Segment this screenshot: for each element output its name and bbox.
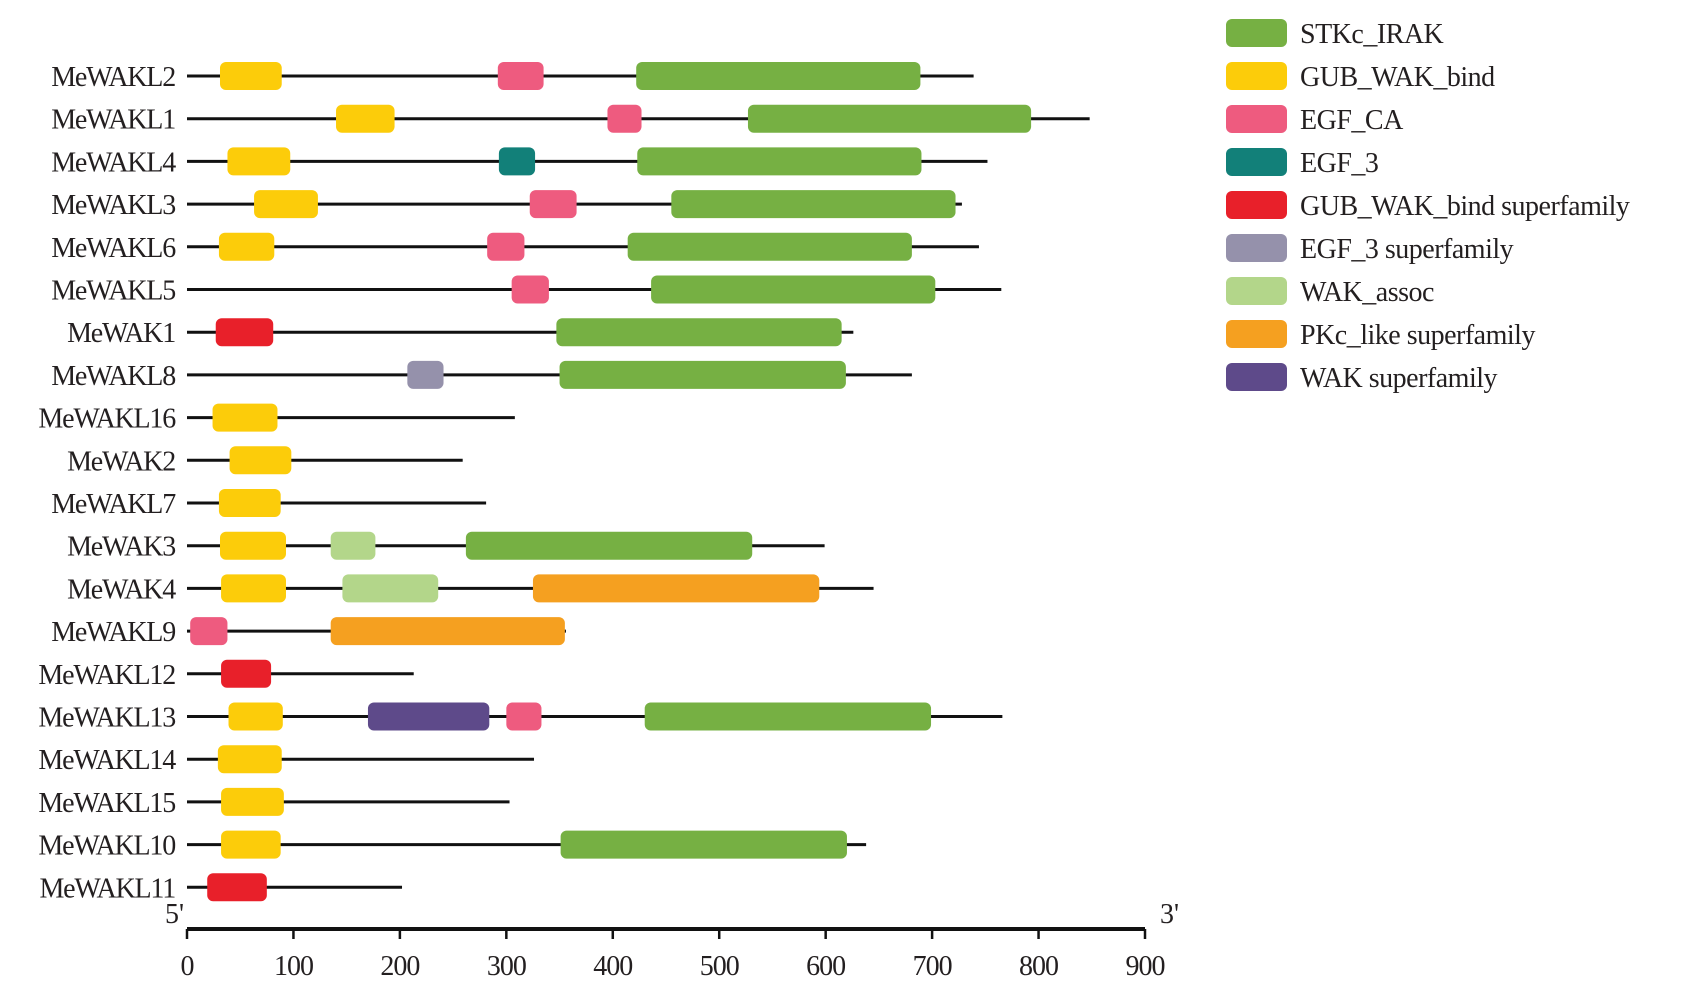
protein-label: MeWAK2	[67, 446, 175, 477]
domain-box-gub-wak-bind	[221, 830, 281, 859]
protein-label: MeWAKL16	[38, 404, 176, 435]
domain-box-stkc-irak	[556, 318, 842, 347]
domain-box-stkc-irak	[747, 104, 1032, 133]
domain-box-stkc-irak	[651, 275, 936, 304]
protein-label: MeWAKL6	[51, 233, 176, 264]
legend-swatch	[1226, 19, 1287, 47]
legend-label: WAK_assoc	[1300, 277, 1434, 308]
x-tick-label: 0	[181, 951, 194, 982]
domain-box-stkc-irak	[636, 62, 921, 90]
protein-label: MeWAKL11	[39, 873, 175, 904]
domain-box-gub-sf	[215, 318, 274, 347]
protein-label: MeWAKL2	[51, 62, 175, 93]
domain-box-egf-ca	[511, 275, 549, 304]
protein-label: MeWAKL3	[51, 190, 175, 221]
protein-label: MeWAKL14	[38, 745, 176, 776]
protein-label: MeWAKL8	[51, 361, 175, 392]
domain-box-gub-wak-bind	[212, 403, 278, 432]
domain-box-gub-wak-bind	[217, 745, 282, 774]
domain-box-gub-wak-bind	[336, 104, 395, 133]
protein-label: MeWAKL15	[38, 788, 175, 819]
domain-box-gub-wak-bind	[218, 232, 275, 261]
domain-box-gub-wak-bind	[227, 147, 291, 176]
protein-label: MeWAK4	[67, 574, 176, 605]
three-prime-label: 3'	[1160, 899, 1179, 930]
domain-box-stkc-irak	[671, 190, 956, 219]
protein-label: MeWAKL7	[51, 489, 176, 520]
protein-label: MeWAKL5	[51, 276, 175, 307]
protein-label: MeWAKL10	[38, 831, 175, 862]
domain-box-gub-wak-bind	[229, 446, 292, 475]
legend-label: PKc_like superfamily	[1300, 320, 1535, 351]
legend-swatch	[1226, 148, 1287, 176]
domain-box-stkc-irak	[560, 830, 847, 859]
domain-box-egf-ca	[497, 62, 544, 90]
domain-box-wak-assoc	[330, 531, 376, 560]
legend-swatch	[1226, 320, 1287, 348]
protein-label: MeWAKL9	[51, 617, 175, 648]
x-tick-label: 700	[913, 951, 952, 982]
legend-swatch	[1226, 234, 1287, 262]
legend-label: EGF_3 superfamily	[1300, 234, 1514, 265]
protein-label: MeWAKL13	[38, 703, 175, 734]
domain-box-wak-sf	[367, 702, 490, 731]
domain-box-stkc-irak	[637, 147, 922, 176]
legend-label: WAK superfamily	[1300, 363, 1498, 394]
domain-box-egf-3	[498, 147, 536, 176]
domain-box-egf-ca	[529, 190, 577, 219]
x-tick-label: 800	[1019, 951, 1058, 982]
domain-box-gub-wak-bind	[221, 787, 284, 816]
domain-box-stkc-irak	[465, 531, 753, 560]
legend-swatch	[1226, 363, 1287, 391]
domain-box-gub-wak-bind	[221, 574, 286, 603]
domain-box-gub-wak-bind	[254, 190, 318, 219]
domain-box-egf-ca	[190, 617, 228, 646]
protein-label: MeWAKL12	[38, 660, 175, 691]
domain-box-stkc-irak	[644, 702, 932, 731]
legend-label: GUB_WAK_bind	[1300, 62, 1495, 93]
protein-label: MeWAK1	[67, 318, 175, 349]
legend-label: STKc_IRAK	[1300, 19, 1444, 50]
x-tick-label: 300	[487, 951, 526, 982]
domain-box-gub-wak-bind	[219, 531, 286, 560]
domain-box-gub-wak-bind	[228, 702, 283, 731]
x-tick-label: 100	[274, 951, 313, 982]
protein-label: MeWAKL1	[51, 105, 175, 136]
legend-swatch	[1226, 62, 1287, 90]
domain-box-egf-ca	[506, 702, 542, 731]
domain-box-egf3-sf	[407, 360, 444, 389]
legend-label: EGF_3	[1300, 148, 1378, 179]
five-prime-label: 5'	[165, 899, 184, 930]
legend-label: GUB_WAK_bind superfamily	[1300, 191, 1630, 222]
legend-swatch	[1226, 277, 1287, 305]
domain-box-gub-wak-bind	[218, 489, 281, 517]
x-tick-label: 400	[593, 951, 632, 982]
protein-label: MeWAKL4	[51, 147, 176, 178]
domain-box-egf-ca	[607, 104, 642, 133]
domain-box-gub-sf	[207, 873, 267, 902]
domain-box-gub-wak-bind	[219, 62, 282, 90]
domain-box-egf-ca	[487, 232, 525, 261]
x-tick-label: 900	[1126, 951, 1165, 982]
x-tick-label: 600	[806, 951, 845, 982]
protein-label: MeWAK3	[67, 532, 175, 563]
domain-box-pkc-sf	[532, 574, 820, 603]
domain-box-pkc-sf	[330, 617, 565, 646]
legend-label: EGF_CA	[1300, 105, 1404, 136]
domain-box-wak-assoc	[342, 574, 439, 603]
x-tick-label: 200	[380, 951, 419, 982]
domain-box-stkc-irak	[627, 232, 912, 261]
domain-box-gub-sf	[221, 659, 272, 688]
legend-swatch	[1226, 191, 1287, 219]
legend-swatch	[1226, 105, 1287, 133]
x-tick-label: 500	[700, 951, 739, 982]
domain-box-stkc-irak	[559, 360, 846, 389]
